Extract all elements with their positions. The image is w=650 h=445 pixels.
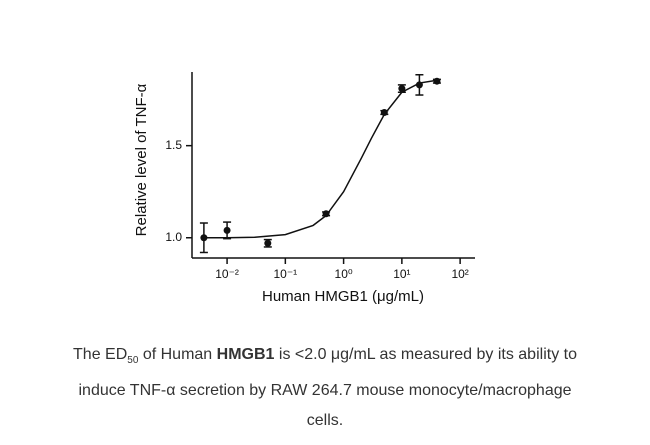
- y-axis-label: Relative level of TNF-α: [133, 83, 150, 236]
- caption-text: is <2.0 μg/mL as measured by its ability…: [78, 346, 577, 430]
- x-tick-label: 10⁻²: [215, 267, 239, 281]
- caption-subscript: 50: [127, 355, 139, 367]
- chart: Human HMGB1 (μg/mL) Relative level of TN…: [133, 72, 475, 305]
- fit-curve: [203, 79, 438, 239]
- data-point: [223, 226, 231, 234]
- x-tick-label: 10⁻¹: [273, 267, 297, 281]
- caption-text: of Human: [138, 346, 217, 363]
- data-point: [380, 109, 388, 117]
- data-point: [415, 81, 423, 89]
- y-tick-label: 1.5: [165, 138, 182, 152]
- x-tick-label: 10¹: [393, 267, 410, 281]
- data-point: [264, 239, 272, 247]
- caption-text: The ED: [73, 346, 128, 363]
- x-tick-label: 10²: [451, 267, 468, 281]
- data-point: [433, 77, 441, 85]
- data-point: [398, 85, 406, 93]
- data-point: [322, 210, 330, 218]
- y-tick-label: 1.0: [165, 230, 182, 244]
- caption-bold: HMGB1: [216, 346, 275, 363]
- x-axis-label: Human HMGB1 (μg/mL): [262, 288, 424, 305]
- data-point: [200, 234, 208, 242]
- x-tick-label: 10⁰: [335, 267, 353, 281]
- caption: The ED50 of Human HMGB1 is <2.0 μg/mL as…: [65, 340, 585, 436]
